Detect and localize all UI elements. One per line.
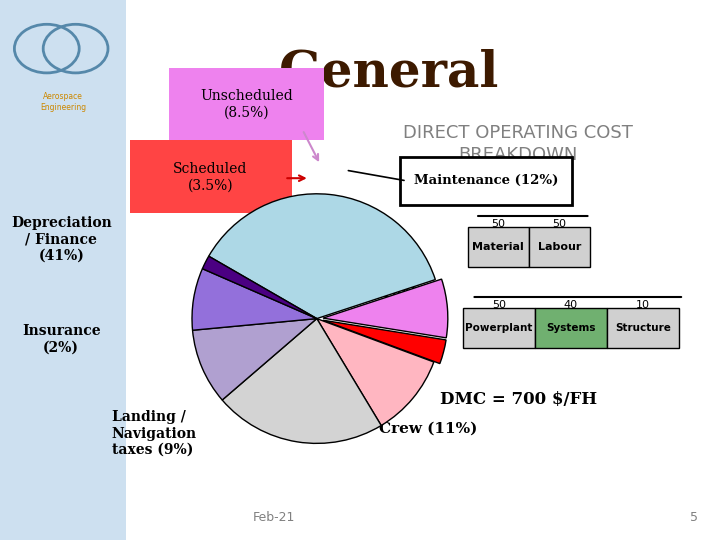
Text: Unscheduled
(8.5%): Unscheduled (8.5%)	[200, 89, 292, 119]
Text: 50: 50	[552, 219, 567, 229]
Wedge shape	[323, 279, 448, 338]
Wedge shape	[317, 319, 434, 426]
Wedge shape	[209, 194, 436, 319]
Text: Powerplant: Powerplant	[465, 323, 533, 333]
Wedge shape	[323, 320, 446, 363]
FancyBboxPatch shape	[463, 308, 535, 348]
Wedge shape	[192, 269, 317, 330]
Text: DMC = 700 $/FH: DMC = 700 $/FH	[440, 391, 597, 408]
Text: Feb-21: Feb-21	[253, 511, 294, 524]
FancyBboxPatch shape	[535, 308, 607, 348]
Text: 5: 5	[690, 511, 698, 524]
Text: General: General	[279, 49, 499, 98]
FancyBboxPatch shape	[468, 227, 529, 267]
Text: Depreciation
/ Finance
(41%): Depreciation / Finance (41%)	[11, 216, 112, 262]
Text: Aerospace
Engineering: Aerospace Engineering	[40, 92, 86, 112]
FancyBboxPatch shape	[529, 227, 590, 267]
Text: Landing /
Navigation
taxes (9%): Landing / Navigation taxes (9%)	[112, 410, 197, 457]
Wedge shape	[192, 319, 317, 400]
Text: Maintenance (12%): Maintenance (12%)	[414, 174, 558, 187]
Text: 10: 10	[636, 300, 650, 310]
Text: Systems: Systems	[546, 323, 595, 333]
FancyBboxPatch shape	[130, 140, 292, 213]
Text: 50: 50	[492, 300, 506, 310]
FancyBboxPatch shape	[0, 0, 126, 540]
FancyBboxPatch shape	[126, 0, 720, 540]
Text: 40: 40	[564, 300, 578, 310]
Text: Crew (11%): Crew (11%)	[379, 421, 477, 435]
Text: Insurance
(2%): Insurance (2%)	[22, 324, 101, 354]
Text: Labour: Labour	[538, 242, 581, 252]
FancyBboxPatch shape	[400, 157, 572, 205]
Text: Structure: Structure	[615, 323, 671, 333]
Text: Material: Material	[472, 242, 524, 252]
Text: Fuel
(25%): Fuel (25%)	[377, 286, 423, 316]
Text: Scheduled
(3.5%): Scheduled (3.5%)	[173, 162, 248, 192]
FancyBboxPatch shape	[607, 308, 679, 348]
Wedge shape	[202, 256, 317, 319]
Text: DIRECT OPERATING COST
BREAKDOWN: DIRECT OPERATING COST BREAKDOWN	[403, 124, 634, 164]
Wedge shape	[222, 319, 381, 443]
FancyBboxPatch shape	[169, 68, 324, 140]
Text: 50: 50	[491, 219, 505, 229]
